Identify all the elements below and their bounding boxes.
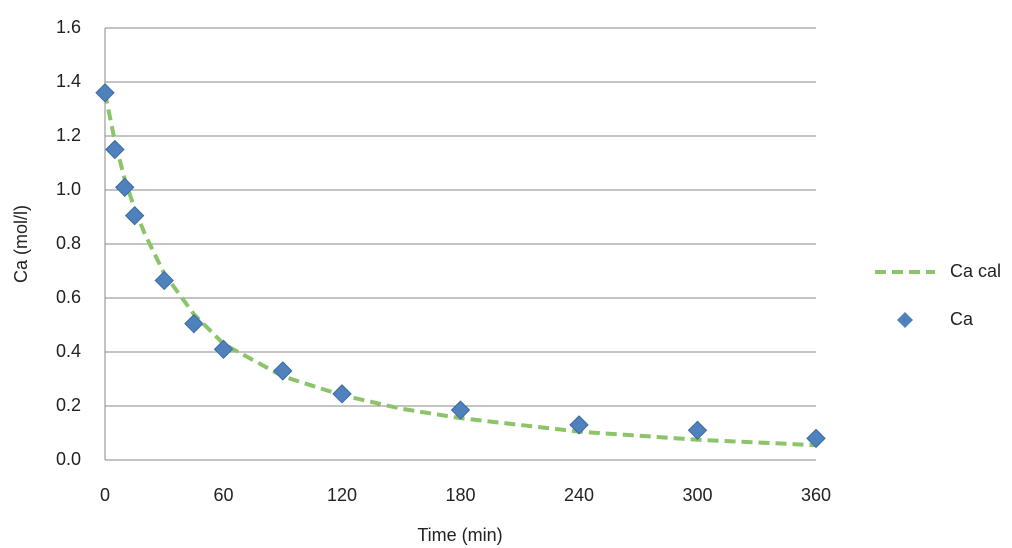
point	[689, 421, 707, 439]
y-tick-label: 0.4	[56, 341, 81, 361]
y-axis-title: Ca (mol/l)	[11, 205, 31, 283]
point	[126, 207, 144, 225]
point	[106, 141, 124, 159]
y-tick-label: 1.2	[56, 125, 81, 145]
point	[96, 84, 114, 102]
legend-label: Ca cal	[950, 261, 1001, 281]
x-tick-label: 300	[682, 485, 712, 505]
y-tick-label: 0.0	[56, 449, 81, 469]
point	[155, 271, 173, 289]
x-tick-label: 240	[564, 485, 594, 505]
point	[333, 385, 351, 403]
x-tick-label: 360	[801, 485, 831, 505]
y-tick-label: 0.6	[56, 287, 81, 307]
y-tick-label: 1.0	[56, 179, 81, 199]
point	[185, 315, 203, 333]
point	[215, 340, 233, 358]
y-tick-label: 1.6	[56, 17, 81, 37]
x-tick-label: 60	[213, 485, 233, 505]
y-tick-label: 0.8	[56, 233, 81, 253]
x-tick-label: 180	[445, 485, 475, 505]
x-tick-label: 120	[327, 485, 357, 505]
x-axis-title: Time (min)	[417, 525, 502, 545]
legend-swatch	[897, 312, 913, 328]
chart: Ca (mol/l) Time (min) 0.0 0.2 0.4 0.6 0.8 1.0…	[0, 0, 1012, 548]
y-tick-label: 1.4	[56, 71, 81, 91]
legend-label: Ca	[950, 309, 974, 329]
line	[105, 93, 816, 445]
x-tick-label: 0	[100, 485, 110, 505]
y-tick-label: 0.2	[56, 395, 81, 415]
